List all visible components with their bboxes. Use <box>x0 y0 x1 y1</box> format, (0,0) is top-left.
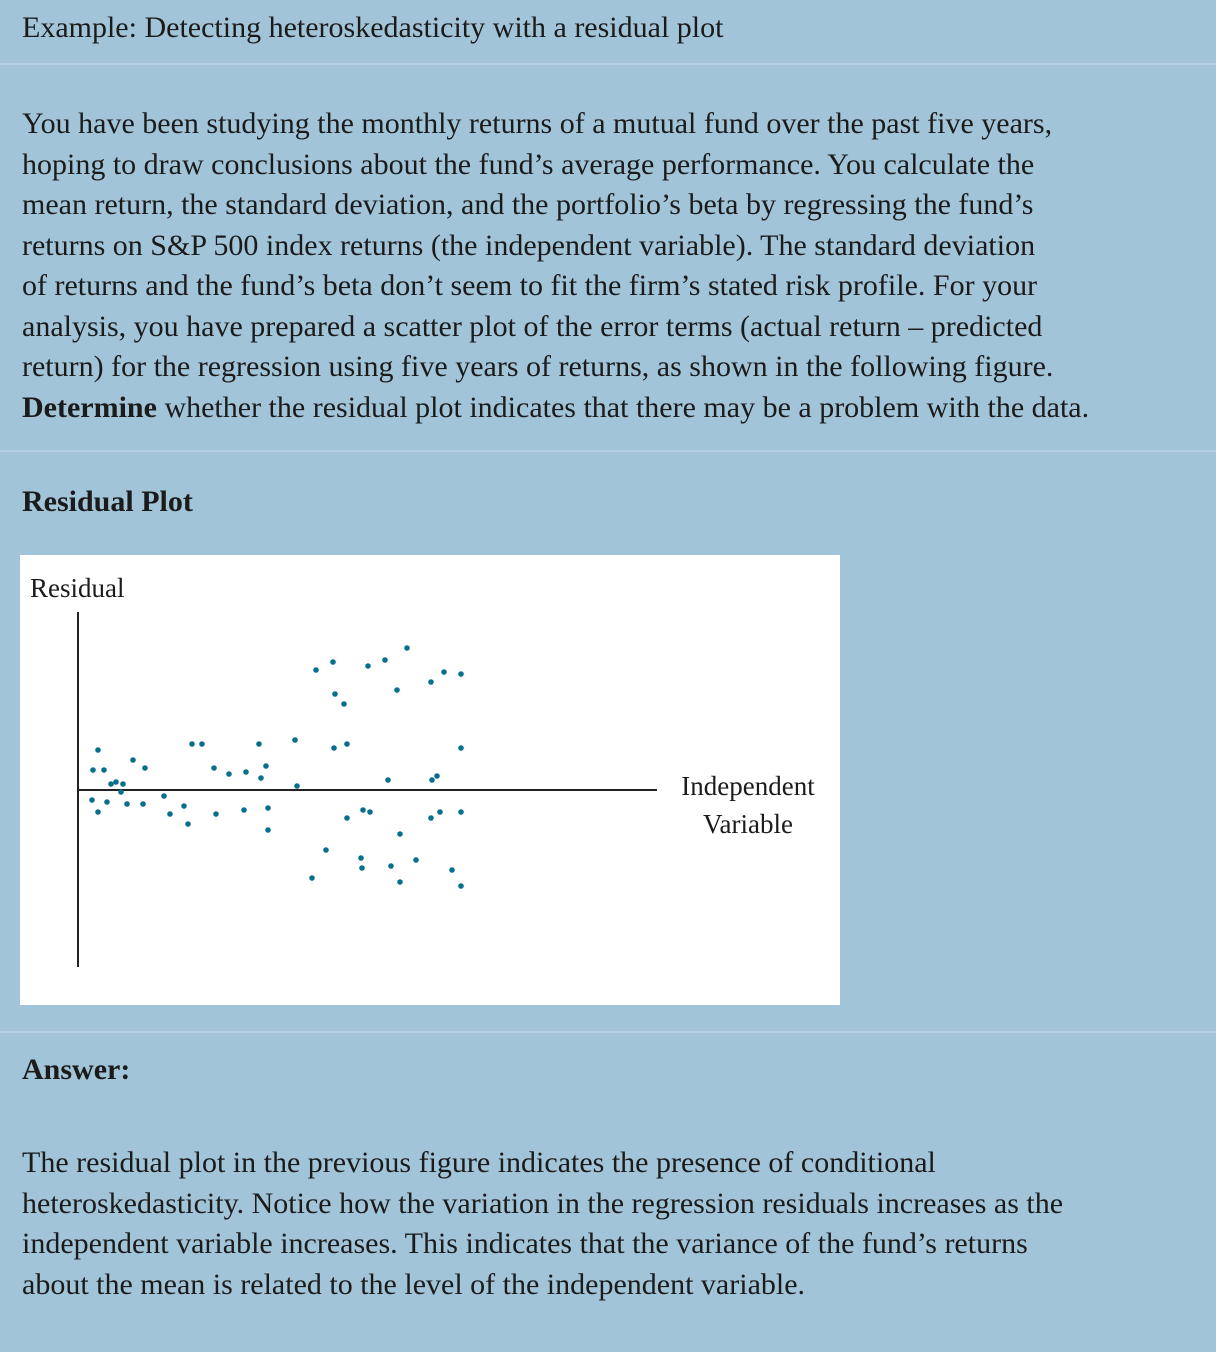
residual-point <box>404 645 410 651</box>
residual-point <box>265 827 271 833</box>
residual-point <box>332 691 338 697</box>
residual-point <box>341 701 347 707</box>
residual-point <box>167 811 173 817</box>
residual-point <box>434 773 440 779</box>
residual-point <box>365 663 371 669</box>
residual-point <box>367 809 373 815</box>
problem-line: mean return, the standard deviation, and… <box>22 188 1034 221</box>
answer-text: The residual plot in the previous figure… <box>22 1143 1216 1305</box>
residual-point <box>344 815 350 821</box>
residual-point <box>330 659 336 665</box>
residual-point <box>394 687 400 693</box>
residual-point <box>256 741 262 747</box>
residual-point <box>428 679 434 685</box>
scatter-points <box>89 645 464 889</box>
residual-point <box>258 775 264 781</box>
section-heading: Residual Plot <box>22 485 193 518</box>
residual-point <box>397 879 403 885</box>
residual-point <box>241 807 247 813</box>
residual-point <box>441 669 447 675</box>
problem-line: You have been studying the monthly retur… <box>22 107 1053 140</box>
residual-point <box>344 741 350 747</box>
residual-point <box>382 657 388 663</box>
residual-point <box>199 741 205 747</box>
residual-plot: Residual Independent Variable <box>20 555 840 1005</box>
residual-point <box>243 769 249 775</box>
residual-plot-svg: Residual Independent Variable <box>30 573 815 967</box>
residual-point <box>108 781 114 787</box>
residual-point <box>89 797 95 803</box>
answer-line: about the mean is related to the level o… <box>22 1267 806 1301</box>
problem-line: returns on S&P 500 index returns (the in… <box>22 228 1036 262</box>
y-axis-label: Residual <box>30 573 125 603</box>
residual-point <box>397 831 403 837</box>
residual-point <box>458 745 464 751</box>
problem-line: return) for the regression using five ye… <box>22 350 1054 383</box>
problem-line-task: Determine whether the residual plot indi… <box>22 388 1216 429</box>
example-title: Example: Detecting heteroskedasticity wi… <box>22 11 724 44</box>
residual-point <box>189 741 195 747</box>
divider <box>0 1031 1216 1033</box>
residual-point <box>118 789 124 795</box>
x-axis-label-line1: Independent <box>681 771 815 801</box>
residual-point <box>181 803 187 809</box>
residual-point <box>313 667 319 673</box>
residual-point <box>95 747 101 753</box>
residual-point <box>142 765 148 771</box>
residual-point <box>185 821 191 827</box>
residual-point <box>104 799 110 805</box>
residual-point <box>95 809 101 815</box>
residual-point <box>124 801 130 807</box>
residual-point <box>358 855 364 861</box>
residual-point <box>226 771 232 777</box>
divider <box>0 450 1216 452</box>
residual-point <box>331 745 337 751</box>
problem-line: hoping to draw conclusions about the fun… <box>22 147 1035 181</box>
residual-point <box>294 783 300 789</box>
answer-line: heteroskedasticity. Notice how the varia… <box>22 1186 1064 1220</box>
residual-point <box>360 807 366 813</box>
residual-point <box>213 811 219 817</box>
residual-point <box>101 767 107 773</box>
residual-point <box>140 801 146 807</box>
residual-point <box>90 767 96 773</box>
residual-point <box>265 805 271 811</box>
residual-point <box>429 777 435 783</box>
divider <box>0 63 1216 65</box>
problem-line: analysis, you have prepared a scatter pl… <box>22 309 1043 343</box>
task-text: whether the residual plot indicates that… <box>156 390 1090 424</box>
residual-point <box>413 857 419 863</box>
answer-line: The residual plot in the previous figure… <box>22 1146 936 1179</box>
residual-point <box>437 809 443 815</box>
residual-point <box>309 875 315 881</box>
residual-point <box>292 737 298 743</box>
residual-point <box>130 757 136 763</box>
residual-point <box>161 793 167 799</box>
residual-point <box>113 779 119 785</box>
task-keyword: Determine <box>22 390 157 424</box>
problem-line: of returns and the fund’s beta don’t see… <box>22 269 1038 302</box>
residual-point <box>120 781 126 787</box>
residual-point <box>211 765 217 771</box>
residual-point <box>263 763 269 769</box>
answer-label: Answer: <box>22 1053 131 1086</box>
residual-point <box>458 883 464 889</box>
residual-point <box>388 863 394 869</box>
x-axis-label-line2: Variable <box>703 809 793 839</box>
residual-point <box>458 671 464 677</box>
answer-line: independent variable increases. This ind… <box>22 1227 1028 1260</box>
residual-point <box>458 809 464 815</box>
residual-point <box>323 847 329 853</box>
residual-point <box>385 777 391 783</box>
residual-point <box>449 867 455 873</box>
residual-point <box>428 815 434 821</box>
problem-statement: You have been studying the monthly retur… <box>22 104 1216 428</box>
residual-point <box>359 865 365 871</box>
